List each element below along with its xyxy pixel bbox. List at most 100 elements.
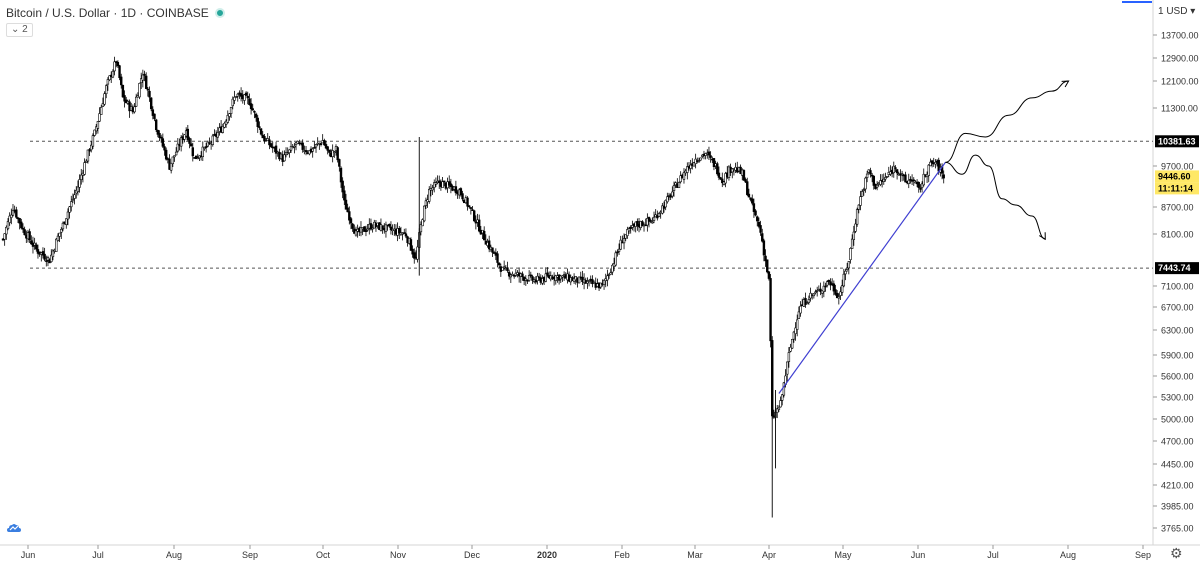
candle-body bbox=[742, 170, 746, 181]
candle-body bbox=[477, 219, 481, 232]
candle-body bbox=[228, 113, 231, 117]
candle-body bbox=[171, 156, 175, 165]
candle-body bbox=[441, 181, 444, 188]
candle-body bbox=[433, 182, 436, 188]
candle-body bbox=[338, 159, 341, 167]
candle-body bbox=[894, 167, 897, 169]
candle-body bbox=[636, 220, 639, 226]
candle-body bbox=[196, 157, 200, 160]
candle-body bbox=[900, 173, 904, 175]
candle-body bbox=[461, 193, 464, 200]
candle-body bbox=[183, 134, 186, 140]
candle-body bbox=[904, 174, 907, 183]
candle-body bbox=[511, 273, 514, 276]
candle-body bbox=[161, 138, 165, 147]
candle-body bbox=[909, 178, 912, 181]
candle-body bbox=[201, 146, 204, 158]
candle-body bbox=[879, 180, 882, 185]
candle-body bbox=[156, 130, 160, 135]
candle-body bbox=[326, 146, 329, 151]
candle-body bbox=[223, 122, 226, 128]
chart-header: Bitcoin / U.S. Dollar · 1D · COINBASE bbox=[6, 6, 225, 20]
candle-body bbox=[416, 246, 419, 260]
candle-body bbox=[76, 186, 80, 192]
candle-body bbox=[194, 155, 198, 160]
candle-body bbox=[100, 107, 103, 115]
price-label-bg bbox=[1155, 182, 1199, 195]
candle-body bbox=[791, 338, 794, 349]
candle-body bbox=[796, 319, 799, 330]
candle-body bbox=[105, 85, 108, 95]
candle-body bbox=[536, 275, 539, 281]
currency-selector[interactable]: 1 USD ▾ bbox=[1158, 6, 1196, 17]
candle-body bbox=[344, 199, 348, 210]
candle-body bbox=[331, 150, 334, 157]
candle-body bbox=[845, 267, 849, 270]
candle-body bbox=[258, 126, 261, 128]
candle-body bbox=[243, 94, 246, 101]
candle-body bbox=[849, 248, 852, 261]
indicators-toggle[interactable]: ⌄ 2 bbox=[6, 23, 33, 37]
candle-body bbox=[787, 352, 791, 362]
candle-body bbox=[93, 129, 96, 136]
candle-body bbox=[411, 248, 414, 255]
candle-body bbox=[794, 327, 797, 335]
candle-body bbox=[253, 110, 256, 113]
candle-body bbox=[561, 275, 564, 278]
candle-body bbox=[789, 346, 792, 352]
candle-body bbox=[629, 226, 632, 229]
y-tick-label: 8700.00 bbox=[1161, 203, 1194, 213]
candle-body bbox=[30, 240, 33, 245]
tradingview-cloud-icon[interactable] bbox=[6, 520, 22, 536]
candle-body bbox=[221, 126, 224, 133]
candle-body bbox=[45, 260, 48, 262]
candle-body bbox=[133, 106, 136, 113]
candle-body bbox=[246, 95, 249, 99]
candle-body bbox=[797, 311, 801, 319]
candle-body bbox=[108, 75, 111, 81]
candle-body bbox=[509, 274, 513, 278]
candle-body bbox=[154, 119, 158, 131]
x-tick-label: Mar bbox=[687, 550, 703, 560]
candle-body bbox=[824, 285, 827, 288]
candle-body bbox=[256, 117, 259, 128]
x-tick-label: Dec bbox=[464, 550, 481, 560]
candle-body bbox=[65, 218, 68, 225]
candle-body bbox=[782, 382, 786, 396]
candle-body bbox=[313, 147, 316, 149]
candle-body bbox=[61, 222, 65, 230]
candle-body bbox=[616, 251, 619, 254]
candle-body bbox=[502, 266, 506, 269]
candle-body bbox=[757, 221, 761, 227]
candle-body bbox=[814, 291, 817, 294]
bearish-path bbox=[945, 154, 1046, 240]
candle-body bbox=[359, 227, 363, 233]
candle-body bbox=[113, 61, 116, 72]
candle-body bbox=[766, 259, 769, 273]
candle-body bbox=[602, 279, 606, 286]
candle-body bbox=[754, 210, 757, 216]
candle-body bbox=[274, 145, 278, 154]
candle-body bbox=[776, 408, 779, 413]
candle-body bbox=[631, 225, 634, 228]
symbol-title[interactable]: Bitcoin / U.S. Dollar · 1D · COINBASE bbox=[6, 6, 209, 20]
candle-body bbox=[786, 361, 789, 375]
candle-body bbox=[885, 175, 889, 178]
candle-body bbox=[534, 279, 538, 283]
candle-body bbox=[864, 177, 867, 190]
candle-body bbox=[716, 163, 719, 175]
candle-body bbox=[857, 204, 861, 210]
candle-body bbox=[805, 302, 809, 304]
candle-body bbox=[652, 216, 656, 221]
candle-body bbox=[41, 251, 45, 256]
gear-icon[interactable]: ⚙ bbox=[1170, 545, 1183, 561]
candle-body bbox=[80, 174, 83, 180]
candle-body bbox=[649, 220, 652, 222]
candle-body bbox=[815, 290, 819, 292]
candle-body bbox=[388, 224, 391, 227]
y-tick-label: 5900.00 bbox=[1161, 351, 1194, 361]
trendline bbox=[778, 162, 946, 394]
candle-body bbox=[466, 197, 469, 207]
candle-body bbox=[884, 177, 887, 180]
